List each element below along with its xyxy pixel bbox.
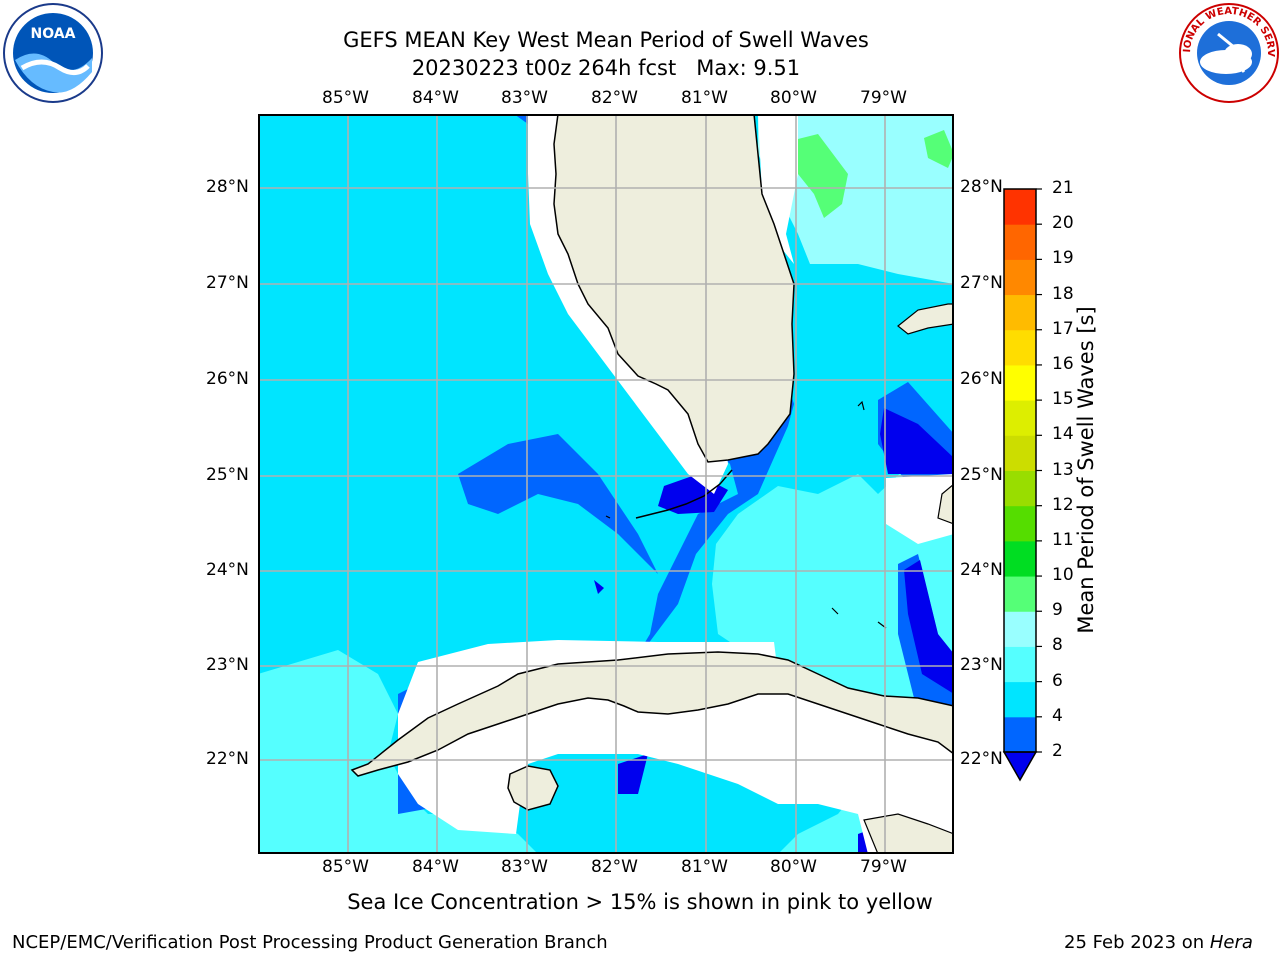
land-isla-juventud — [507, 765, 559, 811]
swell-period-map — [258, 113, 955, 855]
land-bahamas — [857, 400, 865, 411]
colorbar-segment — [1004, 329, 1036, 366]
lon-label-bottom: 80°W — [770, 857, 817, 877]
land-florida-keys — [605, 515, 611, 519]
colorbar-tick-label: 13 — [1052, 459, 1074, 480]
lat-label-right: 22°N — [960, 749, 1003, 769]
lat-label-right: 23°N — [960, 655, 1003, 675]
lat-label-right: 25°N — [960, 465, 1003, 485]
sea-ice-note: Sea Ice Concentration > 15% is shown in … — [347, 890, 933, 914]
lon-label-top: 82°W — [591, 88, 638, 108]
graticule — [258, 114, 954, 854]
lon-label-top: 81°W — [681, 88, 728, 108]
colorbar-tick-label: 18 — [1052, 283, 1074, 304]
lon-label-top: 80°W — [770, 88, 817, 108]
lat-label-right: 26°N — [960, 369, 1003, 389]
colorbar-extend-triangle — [1002, 751, 1038, 782]
lon-label-top: 84°W — [412, 88, 459, 108]
colorbar-segment — [1004, 470, 1036, 507]
colorbar-segment — [1004, 646, 1036, 683]
colorbar-tick-label: 9 — [1052, 600, 1063, 621]
host-name: Hera — [1209, 932, 1253, 953]
colorbar-segment — [1004, 611, 1036, 647]
swell-band-2-4 — [458, 434, 658, 574]
colorbar-segment — [1004, 505, 1036, 542]
colorbar-tick-label: 2 — [1052, 741, 1063, 761]
colorbar-segment — [1004, 716, 1036, 753]
swell-band-6-8 — [258, 650, 538, 854]
colorbar-segment — [1004, 540, 1036, 577]
colorbar-tick-label: 15 — [1052, 389, 1074, 410]
colorbar-tick-label: 10 — [1052, 565, 1074, 586]
colorbar-segment — [1004, 224, 1036, 260]
masked-area — [886, 474, 954, 544]
colorbar-ticks: 2 4 6 8 9 10 11 12 13 14 15 16 17 18 19 20 21 — [1052, 0, 1092, 960]
colorbar-segment — [1004, 435, 1036, 471]
swell-band-below-2 — [594, 580, 604, 594]
lon-label-bottom: 82°W — [591, 857, 638, 877]
colorbar-segment — [1004, 400, 1036, 436]
lat-label-right: 27°N — [960, 273, 1003, 293]
colorbar-tick-label: 16 — [1052, 353, 1074, 374]
lat-label-right: 28°N — [960, 177, 1003, 197]
svg-text:NOAA: NOAA — [31, 26, 76, 42]
lon-label-bottom: 84°W — [412, 857, 459, 877]
swell-band-below-2 — [904, 560, 954, 694]
swell-band-below-2 — [618, 754, 648, 794]
map-border — [258, 114, 954, 854]
colorbar-tick-label: 11 — [1052, 529, 1074, 550]
swell-band-9-10 — [924, 130, 954, 168]
colorbar-tick-label: 19 — [1052, 248, 1074, 269]
masked-area — [758, 114, 798, 264]
colorbar-tick-label: 21 — [1052, 178, 1074, 198]
colorbar-segment — [1004, 364, 1036, 401]
lon-label-bottom: 83°W — [501, 857, 548, 877]
colorbar-segment — [1004, 259, 1036, 296]
chart-subtitle: 20230223 t00z 264h fcst Max: 9.51 — [411, 56, 801, 80]
lat-label-left: 28°N — [206, 177, 249, 197]
lon-label-bottom: 79°W — [860, 857, 907, 877]
lat-label-left: 26°N — [206, 369, 249, 389]
noaa-logo-icon: NOAA — [2, 2, 104, 104]
lon-label-top: 79°W — [860, 88, 907, 108]
colorbar-segment — [1004, 681, 1036, 718]
colorbar-tick-label: 14 — [1052, 424, 1074, 445]
lat-label-left: 25°N — [206, 465, 249, 485]
date-text: 25 Feb 2023 on — [1064, 932, 1210, 953]
lon-label-bottom: 85°W — [322, 857, 369, 877]
lon-label-bottom: 81°W — [681, 857, 728, 877]
lon-label-top: 85°W — [322, 88, 369, 108]
colorbar-segment — [1004, 576, 1036, 612]
colorbar-segment — [1004, 189, 1036, 225]
nws-logo-icon: NATIONAL WEATHER SERVICE — [1174, 0, 1280, 104]
colorbar-segment — [1004, 294, 1036, 331]
lat-label-left: 24°N — [206, 560, 249, 580]
colorbar-title: Mean Period of Swell Waves [s] — [1074, 306, 1098, 634]
lat-label-left: 27°N — [206, 273, 249, 293]
colorbar-tick-label: 20 — [1052, 213, 1074, 234]
lat-label-right: 24°N — [960, 560, 1003, 580]
swell-band-9-10 — [794, 134, 848, 218]
colorbar-tick-label: 6 — [1052, 670, 1063, 691]
credit-text: NCEP/EMC/Verification Post Processing Pr… — [12, 932, 608, 953]
land-florida-keys — [635, 469, 733, 519]
colorbar-tick-label: 8 — [1052, 635, 1063, 656]
swell-band-below-2 — [880, 408, 954, 474]
colorbar — [1000, 186, 1060, 786]
lat-label-left: 22°N — [206, 749, 249, 769]
colorbar-tick-label: 17 — [1052, 318, 1074, 339]
colorbar-tick-label: 4 — [1052, 705, 1063, 726]
date-stamp: 25 Feb 2023 on Hera — [1064, 932, 1253, 953]
chart-title: GEFS MEAN Key West Mean Period of Swell … — [343, 28, 869, 52]
lat-label-left: 23°N — [206, 655, 249, 675]
lon-label-top: 83°W — [501, 88, 548, 108]
land-florida — [553, 113, 795, 463]
colorbar-tick-label: 12 — [1052, 494, 1074, 515]
